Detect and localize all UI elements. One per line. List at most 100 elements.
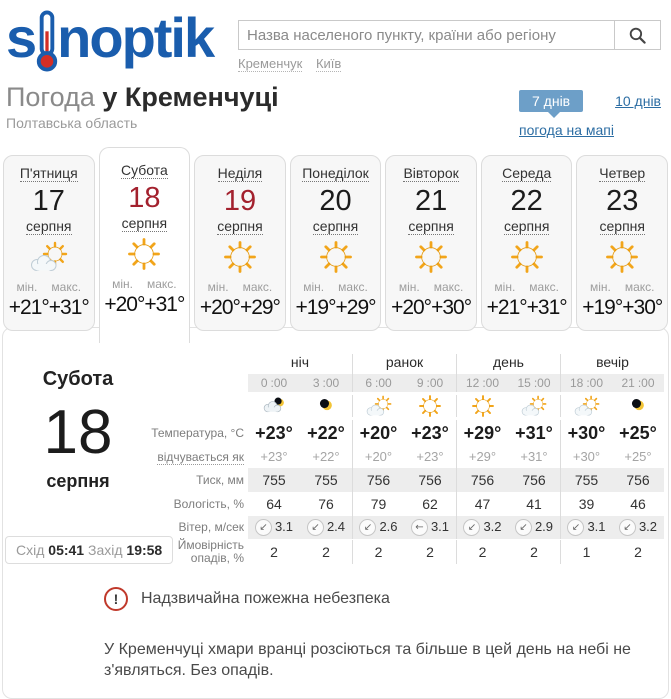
time-cell: 21:00 <box>612 374 664 392</box>
min-label: мін. <box>112 277 133 291</box>
sun-cloud-icon <box>352 395 404 417</box>
day-name[interactable]: Четвер <box>599 165 646 182</box>
temp-cell: +22° <box>307 423 345 443</box>
day-name[interactable]: П'ятниця <box>19 165 78 182</box>
humidity-cell: 64 <box>266 496 282 512</box>
max-label: макс. <box>529 280 559 294</box>
logo-text-post: noptik <box>57 6 215 69</box>
moon-icon <box>300 395 352 417</box>
temp-cell: +25° <box>619 423 657 443</box>
wind-cell: ← 3.1 <box>404 516 456 540</box>
wind-direction-icon: ↙ <box>306 519 324 537</box>
day-card-saturday-selected[interactable]: Субота 18 серпня мін. макс. +20°+31° <box>98 147 191 343</box>
group-header-row: ніч ранок день вечір <box>151 354 666 374</box>
day-card-wednesday[interactable]: Середа 22 серпня мін. макс. +21°+31° <box>480 155 573 331</box>
pressure-cell: 756 <box>456 468 508 492</box>
feels-cell: +25° <box>624 449 652 464</box>
day-name[interactable]: Середа <box>502 165 552 182</box>
top-bar: s noptik Кременчук Київ <box>0 0 671 72</box>
quick-link-kremenchuk[interactable]: Кременчук <box>238 56 303 72</box>
sunrise-label: Схід <box>16 542 45 558</box>
wind-cell: ↙ 3.1 <box>560 516 612 540</box>
feels-cell: +31° <box>520 449 548 464</box>
humidity-cell: 79 <box>352 492 404 516</box>
day-name[interactable]: Вівторок <box>403 165 459 182</box>
day-cards-row: П'ятниця 17 серпня мін. макс. +21°+31° Су… <box>0 147 671 343</box>
day-month[interactable]: серпня <box>217 218 263 235</box>
pressure-cell: 756 <box>612 468 664 492</box>
day-month[interactable]: серпня <box>408 218 454 235</box>
min-temp: +19° <box>295 296 336 319</box>
min-label: мін. <box>207 280 229 294</box>
humidity-cell: 46 <box>630 496 646 512</box>
day-card-sunday[interactable]: Неділя 19 серпня мін. макс. +20°+29° <box>194 155 286 331</box>
precip-cell: 2 <box>352 540 404 565</box>
day-month[interactable]: серпня <box>599 218 645 235</box>
day-card-tuesday[interactable]: Вівторок 21 серпня мін. макс. +20°+30° <box>385 155 477 331</box>
sun-icon <box>291 241 381 275</box>
day-name[interactable]: Неділя <box>217 165 263 182</box>
temp-cell: +29° <box>456 420 508 447</box>
day-card-friday[interactable]: П'ятниця 17 серпня мін. макс. +21°+31° <box>3 155 95 331</box>
weather-map-link[interactable]: погода на мапі <box>519 122 614 138</box>
wind-speed: 3.1 <box>587 519 606 534</box>
row-label-wind: Вітер, м/сек <box>178 520 244 535</box>
day-date: 21 <box>414 185 448 217</box>
max-label: макс. <box>433 280 464 294</box>
row-label-temperature: Температура, °C <box>151 426 244 440</box>
day-month[interactable]: серпня <box>26 218 72 235</box>
max-label: макс. <box>146 277 177 291</box>
pressure-cell: 755 <box>248 468 300 492</box>
wind-speed: 3.1 <box>274 519 294 534</box>
humidity-cell: 76 <box>318 496 334 512</box>
weather-icon-row <box>151 395 666 417</box>
search-button[interactable] <box>614 21 660 49</box>
wind-direction-icon: ↙ <box>567 519 585 537</box>
wind-cell: ↙ 3.2 <box>612 516 664 540</box>
row-label-humidity: Вологість, % <box>173 496 244 511</box>
min-temp: +21° <box>486 296 528 319</box>
wind-cell: ↙ 2.9 <box>508 516 560 540</box>
day-name[interactable]: Субота <box>120 162 168 179</box>
max-temp: +31° <box>144 293 185 316</box>
sun-icon <box>100 238 190 272</box>
day-card-monday[interactable]: Понеділок 20 серпня мін. макс. +19°+29° <box>289 155 382 331</box>
tab-7-days[interactable]: 7 днів <box>519 90 584 118</box>
wind-direction-icon: ↙ <box>514 519 532 537</box>
pressure-cell: 755 <box>560 468 612 492</box>
day-month[interactable]: серпня <box>312 218 359 235</box>
quick-links: Кременчук Київ <box>238 56 661 72</box>
tab-10-days[interactable]: 10 днів <box>615 93 661 109</box>
wind-speed: 3.1 <box>430 519 450 534</box>
wind-speed: 2.4 <box>326 519 346 534</box>
day-month[interactable]: серпня <box>121 215 168 232</box>
wind-speed: 3.2 <box>483 519 502 534</box>
wind-direction-icon: ↙ <box>254 519 272 537</box>
time-cell: 18:00 <box>560 374 612 392</box>
row-label-feels-like[interactable]: відчувається як <box>157 450 244 465</box>
group-day: день <box>456 354 560 374</box>
quick-link-kyiv[interactable]: Київ <box>315 56 342 72</box>
time-row: 0:00 3:00 6:00 9:00 12:00 15:00 18:00 21… <box>151 374 666 392</box>
sinoptik-logo[interactable]: s noptik <box>6 8 238 72</box>
min-temp: +20° <box>104 293 145 316</box>
feels-like-row: відчувається як +23° +22° +20° +23° +29°… <box>151 447 666 468</box>
wind-cell: ↙ 2.4 <box>300 516 352 540</box>
day-name[interactable]: Понеділок <box>302 165 369 182</box>
title-row: Погода у Кременчуці Полтавська область 7… <box>0 72 671 138</box>
day-month[interactable]: серпня <box>503 218 550 235</box>
max-temp: +31° <box>48 296 90 319</box>
pressure-row: Тиск, мм 755 755 756 756 756 756 755 756 <box>151 468 666 492</box>
humidity-cell: 62 <box>422 496 438 512</box>
wind-cell: ↙ 3.2 <box>456 516 508 540</box>
humidity-row: Вологість, % 64 76 79 62 47 41 39 46 <box>151 492 666 516</box>
max-label: макс. <box>624 280 655 294</box>
sun-icon <box>404 395 456 417</box>
day-card-thursday[interactable]: Четвер 23 серпня мін. макс. +19°+30° <box>576 155 669 331</box>
min-label: мін. <box>16 280 38 294</box>
feels-cell: +20° <box>352 447 404 468</box>
search-input[interactable] <box>239 21 614 49</box>
group-night: ніч <box>290 354 310 370</box>
sunrise-sunset-box: Схід 05:41 Захід 19:58 <box>5 536 174 564</box>
time-cell: 9:00 <box>404 374 456 392</box>
